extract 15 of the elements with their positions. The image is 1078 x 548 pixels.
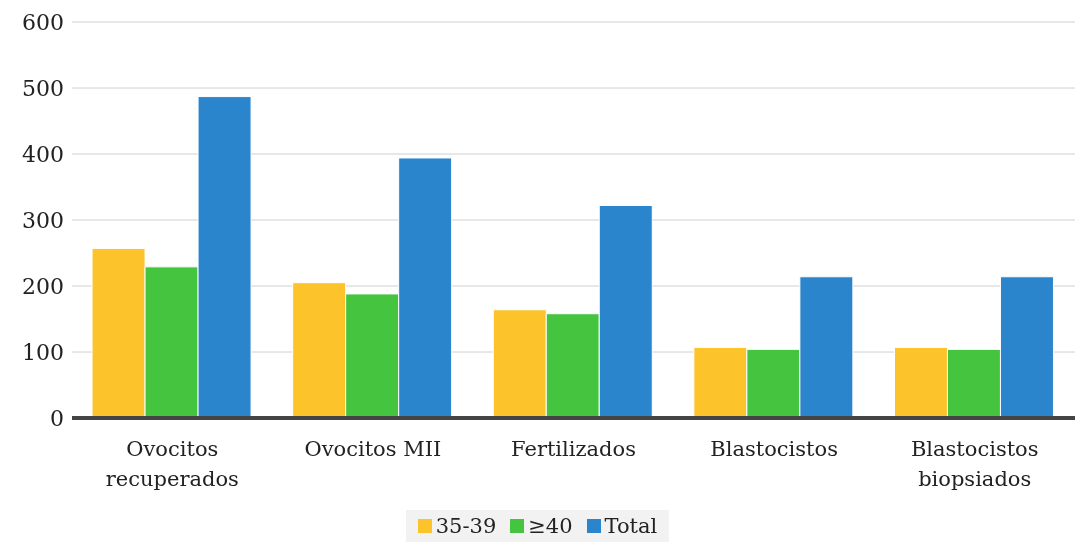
y-tick-label: 400 (22, 141, 64, 167)
legend-label: ≥40 (527, 514, 573, 538)
y-tick-label: 100 (22, 339, 64, 365)
x-tick-label: Ovocitos MII (304, 437, 442, 461)
y-tick-label: 300 (22, 207, 64, 233)
y-tick-label: 500 (22, 75, 64, 101)
y-tick-label: 200 (22, 273, 64, 299)
y-tick-label: 0 (50, 405, 64, 431)
y-tick-label: 600 (22, 9, 64, 35)
x-tick-label: Blastocistos biopsiados (910, 437, 1039, 491)
legend-label: 35-39 (434, 514, 497, 538)
x-tick-label: Fertilizados (511, 437, 636, 461)
legend-label: Total (603, 514, 658, 538)
x-tick-label: Blastocistos (710, 437, 838, 461)
x-tick-label: Ovocitos recuperados (105, 437, 239, 491)
